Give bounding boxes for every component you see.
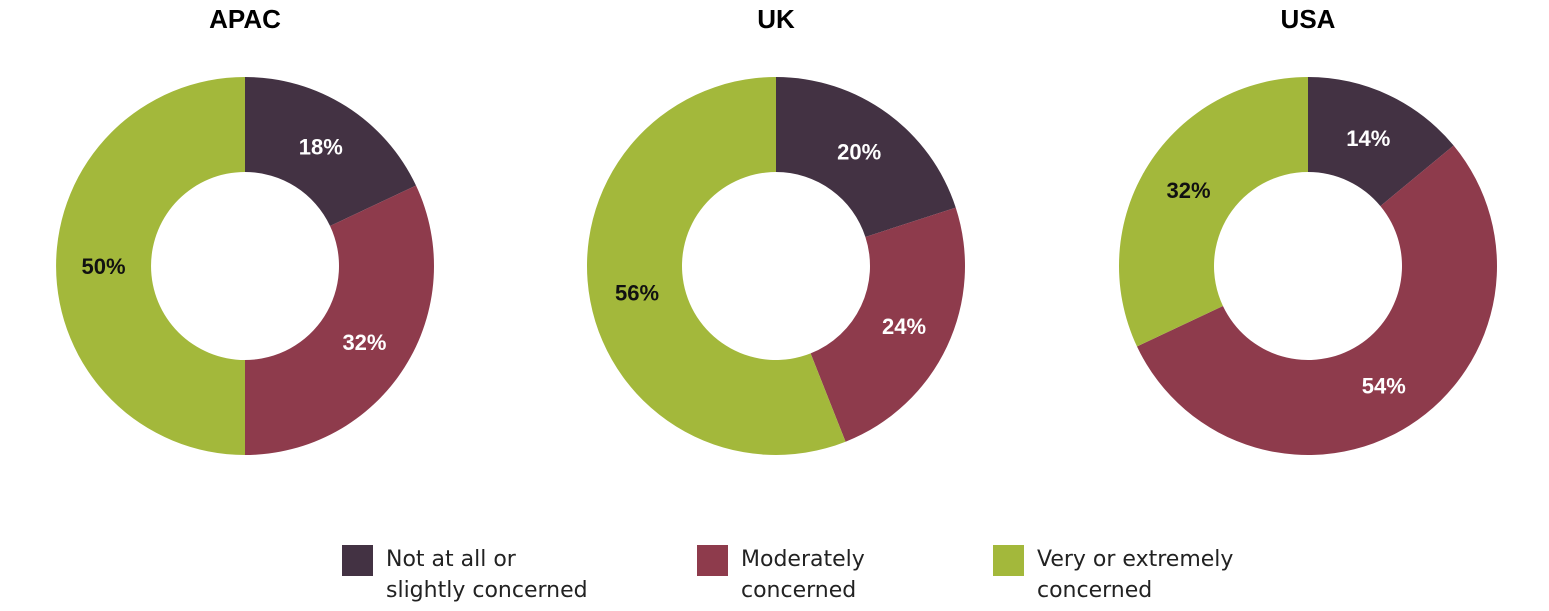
legend-label-line2: concerned	[1037, 578, 1153, 603]
data-label: 20%	[837, 140, 881, 165]
data-label: 18%	[299, 135, 343, 160]
slice-very-concerned	[1118, 77, 1308, 347]
slice-not-concerned	[776, 77, 956, 237]
legend-swatch-not-concerned	[342, 545, 373, 576]
data-label: 24%	[882, 314, 926, 339]
chart-legend: Not at all or slightly concerned Moderat…	[0, 545, 1549, 611]
slice-not-concerned	[245, 77, 417, 226]
chart-title: UK	[757, 4, 795, 34]
legend-label-not-concerned: Not at all or slightly concerned	[386, 544, 588, 606]
data-label: 50%	[81, 254, 125, 279]
donut-uk: UK 20% 24% 56%	[587, 4, 965, 455]
legend-swatch-moderately-concerned	[697, 545, 728, 576]
slice-very-concerned	[587, 77, 846, 455]
donut-apac: APAC 18% 32% 50%	[56, 4, 434, 455]
legend-label-very-concerned: Very or extremely concerned	[1037, 544, 1233, 606]
slice-not-concerned	[1308, 77, 1454, 207]
legend-label-line1: Not at all or	[386, 547, 516, 572]
data-label: 54%	[1362, 373, 1406, 398]
legend-label-moderately-concerned: Moderately concerned	[741, 544, 865, 606]
slice-moderately-concerned	[810, 207, 965, 442]
donut-usa: USA 14% 54% 32%	[1118, 4, 1497, 456]
chart-title: USA	[1281, 4, 1336, 34]
legend-label-line1: Moderately	[741, 547, 865, 572]
donut-charts: APAC 18% 32% 50% UK 20% 24% 56% USA 14% 54% 32%	[56, 4, 1497, 456]
chart-title: APAC	[209, 4, 281, 34]
legend-item-not-concerned: Not at all or slightly concerned	[342, 545, 588, 606]
legend-swatch-very-concerned	[993, 545, 1024, 576]
slice-very-concerned	[56, 77, 245, 455]
slice-moderately-concerned	[245, 185, 434, 455]
slice-moderately-concerned	[1136, 145, 1497, 456]
data-label: 56%	[615, 281, 659, 306]
legend-item-moderately-concerned: Moderately concerned	[697, 545, 865, 606]
legend-label-line2: concerned	[741, 578, 857, 603]
data-label: 32%	[1167, 178, 1211, 203]
data-label: 14%	[1346, 126, 1390, 151]
data-label: 32%	[342, 330, 386, 355]
legend-label-line2: slightly concerned	[386, 578, 588, 603]
legend-item-very-concerned: Very or extremely concerned	[993, 545, 1233, 606]
legend-label-line1: Very or extremely	[1037, 547, 1234, 572]
